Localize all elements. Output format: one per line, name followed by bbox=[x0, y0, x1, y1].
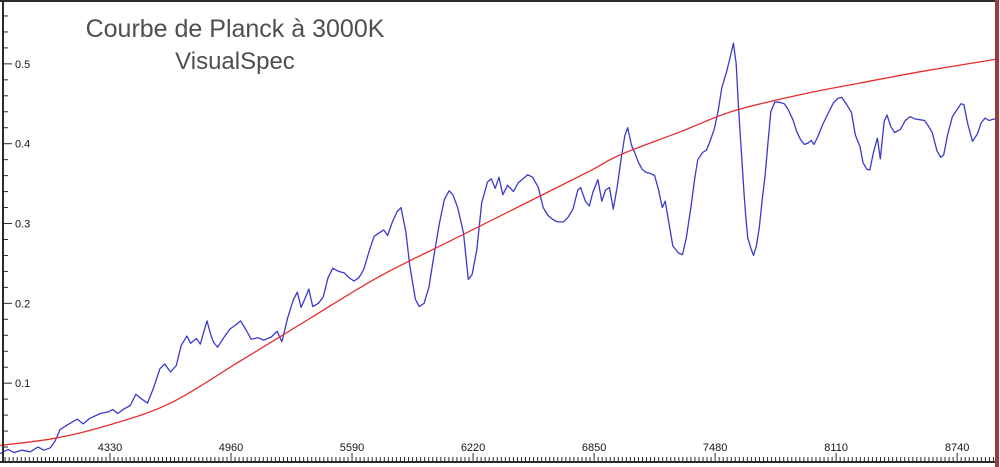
x-axis-tick-label: 6850 bbox=[582, 442, 606, 454]
series-planck-3000K bbox=[0, 58, 996, 447]
x-axis-tick-label: 8110 bbox=[824, 442, 848, 454]
x-axis-tick-label: 8740 bbox=[945, 442, 969, 454]
x-axis-tick-label: 7480 bbox=[703, 442, 727, 454]
chart-title-block: Courbe de Planck à 3000K VisualSpec bbox=[70, 14, 400, 77]
window-right-border bbox=[995, 0, 999, 467]
series-spectrum bbox=[0, 42, 996, 455]
x-axis-tick-label: 4330 bbox=[98, 442, 122, 454]
x-axis-tick-label: 6220 bbox=[461, 442, 485, 454]
y-axis-line bbox=[2, 0, 4, 463]
y-axis-tick-label: 0.5 bbox=[15, 59, 30, 71]
x-axis-tick-label: 4960 bbox=[219, 442, 243, 454]
y-axis-tick-label: 0.3 bbox=[15, 219, 30, 231]
x-axis-line bbox=[0, 461, 996, 463]
y-axis-tick-label: 0.1 bbox=[15, 378, 30, 390]
y-axis-tick-label: 0.2 bbox=[15, 298, 30, 310]
chart-title: Courbe de Planck à 3000K bbox=[85, 15, 385, 43]
plot-frame-top bbox=[0, 0, 996, 2]
chart-subtitle: VisualSpec bbox=[175, 48, 295, 76]
y-axis-tick-label: 0.4 bbox=[15, 139, 30, 151]
x-axis-tick-label: 5590 bbox=[340, 442, 364, 454]
